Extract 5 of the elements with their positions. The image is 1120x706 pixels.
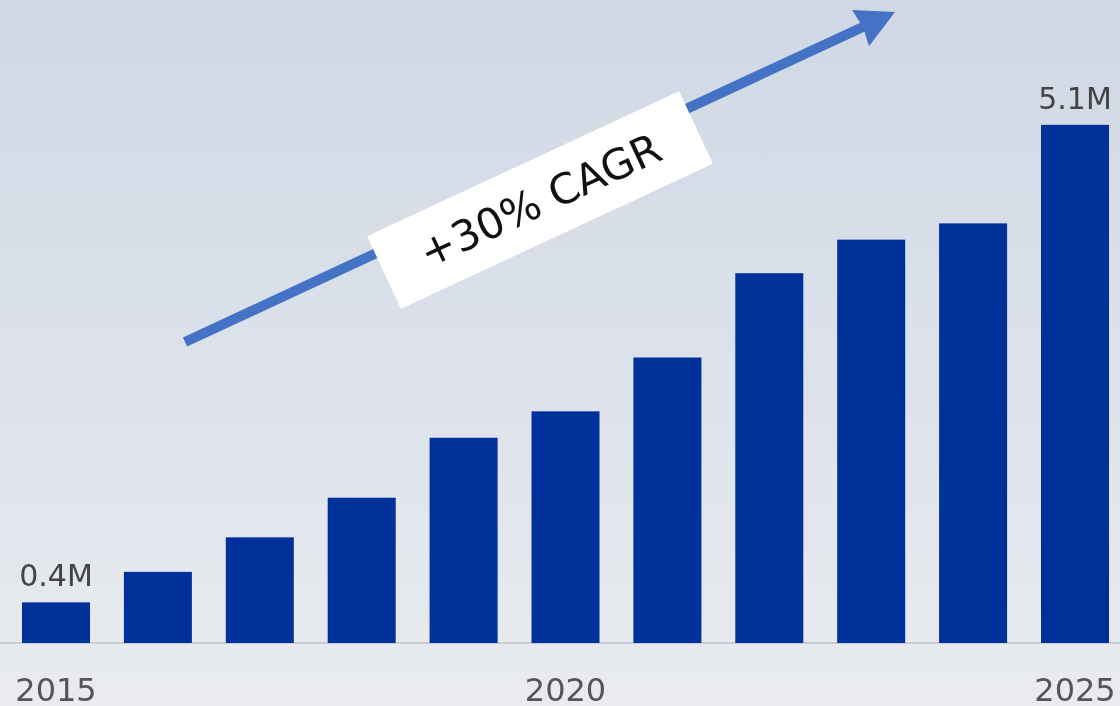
- x-tick-label: 2025: [1034, 671, 1116, 706]
- data-label: 0.4M: [19, 558, 93, 594]
- x-tick-label: 2015: [15, 671, 97, 706]
- x-tick-label: 2020: [524, 671, 607, 706]
- data-label: 5.1M: [1038, 80, 1112, 116]
